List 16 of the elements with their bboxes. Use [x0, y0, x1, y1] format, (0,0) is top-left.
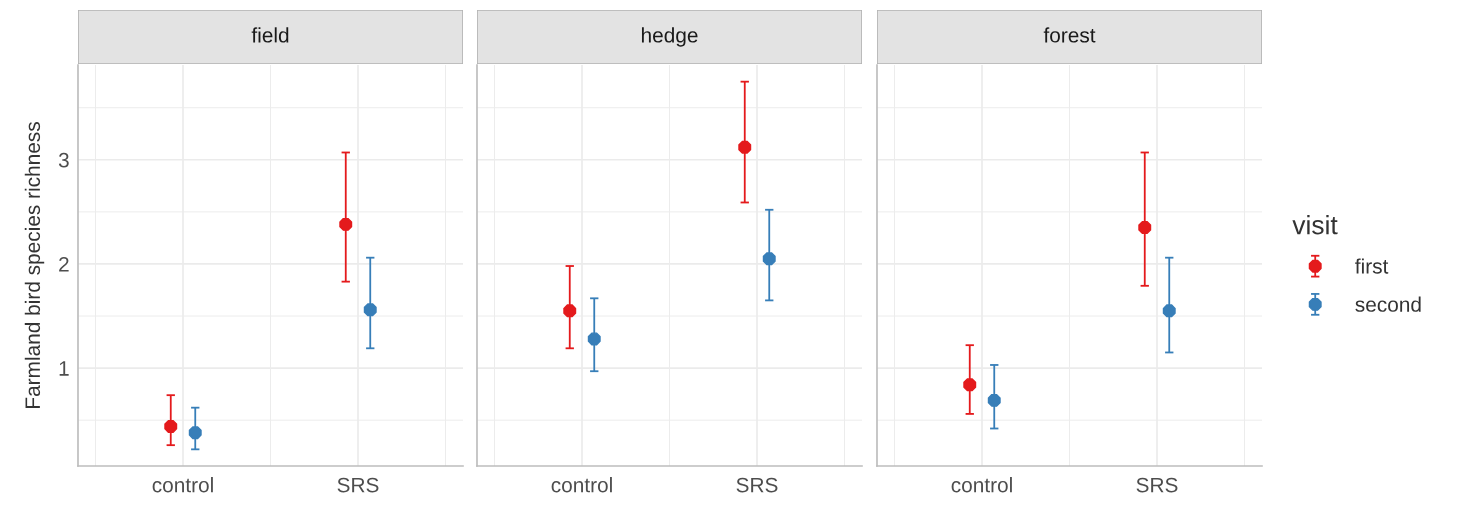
y-tick-label: 1: [59, 361, 69, 376]
x-tick-label: SRS: [337, 477, 379, 493]
legend-title: visit: [1292, 215, 1338, 235]
legend-label: first: [1355, 258, 1389, 274]
chart-title: field: [251, 27, 289, 43]
chart-title: hedge: [641, 27, 698, 47]
x-tick-label: control: [551, 477, 612, 493]
legend-label: second: [1355, 296, 1421, 312]
y-axis-title: Farmland bird species richness: [24, 122, 45, 408]
x-tick-label: control: [951, 477, 1012, 493]
x-tick-label: control: [152, 477, 213, 493]
chart-title: forest: [1043, 27, 1096, 43]
x-tick-label: SRS: [736, 477, 778, 493]
y-tick-label: 3: [58, 152, 69, 168]
y-tick-label: 2: [59, 256, 69, 272]
x-tick-label: SRS: [1136, 477, 1178, 493]
